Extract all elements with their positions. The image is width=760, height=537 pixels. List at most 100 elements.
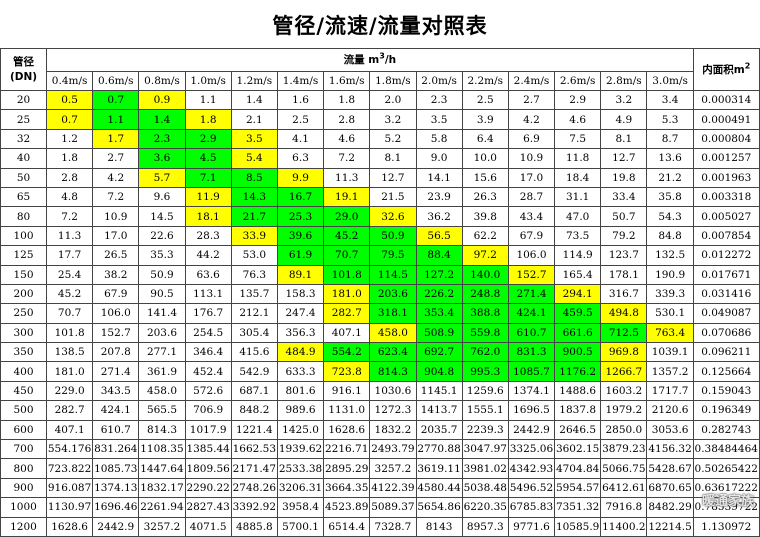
flow-cell: 6.3 [276, 148, 325, 169]
flow-cell: 165.4 [554, 264, 602, 285]
flow-cell: 39.6 [276, 225, 325, 247]
flow-cell: 76.3 [230, 264, 278, 285]
flow-cell: 3.4 [646, 89, 694, 111]
flow-cell: 271.4 [92, 361, 140, 382]
flow-cell: 4.9 [600, 109, 648, 130]
flow-cell: 2.5 [461, 89, 509, 111]
flow-cell: 2035.7 [415, 419, 463, 441]
flow-cell: 212.1 [230, 303, 278, 324]
flow-cell: 13.6 [646, 148, 694, 169]
flow-cell: 1108.35 [138, 439, 186, 460]
speed-header-cell: 2.2m/s [461, 71, 509, 91]
flow-cell: 692.7 [415, 342, 463, 363]
flow-cell: 15.6 [461, 167, 509, 188]
flow-cell: 3206.31 [276, 477, 325, 499]
flow-cell: 11.3 [323, 167, 371, 188]
flow-cell: 5700.1 [276, 516, 325, 537]
flow-cell: 1979.2 [600, 400, 648, 421]
flow-cell: 16.7 [276, 186, 325, 208]
table-row: 300 101.8 152.7 203.6 254.5 305.4 356.3 407.1 45… [0, 322, 760, 344]
flow-cell: 114.9 [554, 245, 602, 266]
flow-cell: 706.9 [184, 400, 232, 421]
flow-label: 流量 [343, 54, 365, 66]
flow-cell: 3602.15 [554, 439, 602, 460]
flow-cell: 18.1 [184, 206, 232, 227]
speed-header-cell: 2.6m/s [554, 71, 602, 91]
flow-cell: 2.9 [554, 89, 602, 111]
table-row: 1200 1628.6 2442.9 3257.2 4071.5 4885.8 5700.1… [0, 516, 760, 537]
flow-cell: 8.5 [230, 167, 278, 188]
flow-cell: 22.6 [138, 225, 186, 247]
flow-cell: 407.1 [323, 322, 371, 344]
flow-cell: 10.9 [507, 148, 556, 169]
flow-cell: 10585.9 [554, 516, 602, 537]
flow-cell: 113.1 [184, 283, 232, 305]
flow-cell: 900.5 [554, 342, 602, 363]
flow-cell: 904.8 [415, 361, 463, 382]
flow-cell: 1.8 [323, 89, 371, 111]
flow-cell: 50.9 [369, 225, 417, 247]
flow-cell: 1555.1 [461, 400, 509, 421]
flow-cell: 3619.11 [415, 458, 463, 479]
area-cell: 0.049087 [692, 303, 760, 324]
flow-cell: 7.2 [323, 148, 371, 169]
flow-cell: 4.6 [554, 109, 602, 130]
flow-cell: 424.1 [92, 400, 140, 421]
flow-cell: 1413.7 [415, 400, 463, 421]
pipe-flow-table: 管径 (DN) 流量 m3/h 内面积m2 0.4m/s 0.6m/s 0.8m/s… [0, 48, 760, 537]
flow-cell: 4885.8 [230, 516, 278, 537]
flow-cell: 11.3 [45, 225, 94, 247]
flow-cell: 88.4 [415, 245, 463, 266]
flow-cell: 712.5 [600, 322, 648, 344]
flow-cell: 101.8 [45, 322, 94, 344]
flow-cell: 2.8 [323, 109, 371, 130]
flow-cell: 3325.06 [507, 439, 556, 460]
flow-cell: 1696.5 [507, 400, 556, 421]
flow-cell: 316.7 [600, 283, 648, 305]
flow-cell: 70.7 [323, 245, 371, 266]
header-row-flow: 管径 (DN) 流量 m3/h 内面积m2 [0, 48, 760, 91]
table-row: 600 407.1 610.7 814.3 1017.9 1221.4 1425.0 1628… [0, 419, 760, 441]
flow-cell: 4342.93 [507, 458, 556, 479]
table-row: 32 1.2 1.7 2.3 2.9 3.5 4.1 4.6 5.2 5.8 6.4 6.9 7.5 8.… [0, 128, 760, 150]
flow-cell: 70.7 [45, 303, 94, 324]
flow-cell: 6514.4 [323, 516, 371, 537]
area-cell: 0.38484464 [692, 439, 760, 460]
flow-cell: 305.4 [230, 322, 278, 344]
table-row: 400 181.0 271.4 361.9 452.4 542.9 633.3 723.8 81… [0, 361, 760, 382]
flow-cell: 1.7 [92, 128, 140, 150]
flow-cell: 4523.89 [323, 497, 371, 518]
flow-cell: 8.7 [646, 128, 694, 150]
flow-cell: 2646.5 [554, 419, 602, 441]
flow-cell: 2171.47 [230, 458, 278, 479]
flow-cell: 28.3 [184, 225, 232, 247]
flow-cell: 723.822 [45, 458, 94, 479]
flow-cell: 2442.9 [507, 419, 556, 441]
flow-cell: 458.0 [138, 380, 186, 402]
area-cell: 0.003318 [692, 186, 760, 208]
flow-cell: 3053.6 [646, 419, 694, 441]
flow-cell: 9771.6 [507, 516, 556, 537]
flow-cell: 452.4 [184, 361, 232, 382]
flow-cell: 2493.79 [369, 439, 417, 460]
flow-cell: 8143 [415, 516, 463, 537]
flow-cell: 1176.2 [554, 361, 602, 382]
flow-cell: 1030.6 [369, 380, 417, 402]
flow-cell: 14.3 [230, 186, 278, 208]
flow-cell: 916.087 [45, 477, 94, 499]
area-cell: 0.001963 [692, 167, 760, 188]
table-row: 800 723.822 1085.73 1447.64 1809.56 2171.47 25… [0, 458, 760, 479]
dn-cell: 100 [0, 225, 47, 247]
flow-cell: 248.8 [461, 283, 509, 305]
dn-cell: 25 [0, 109, 47, 130]
dn-cell: 800 [0, 458, 47, 479]
speed-header-cell: 1.0m/s [184, 71, 232, 91]
flow-cell: 2850.0 [600, 419, 648, 441]
speed-header-cell: 1.8m/s [369, 71, 417, 91]
flow-cell: 2442.9 [92, 516, 140, 537]
flow-cell: 5428.67 [646, 458, 694, 479]
flow-cell: 18.4 [554, 167, 602, 188]
flow-cell: 1832.17 [138, 477, 186, 499]
flow-cell: 848.2 [230, 400, 278, 421]
flow-cell: 2.1 [230, 109, 278, 130]
